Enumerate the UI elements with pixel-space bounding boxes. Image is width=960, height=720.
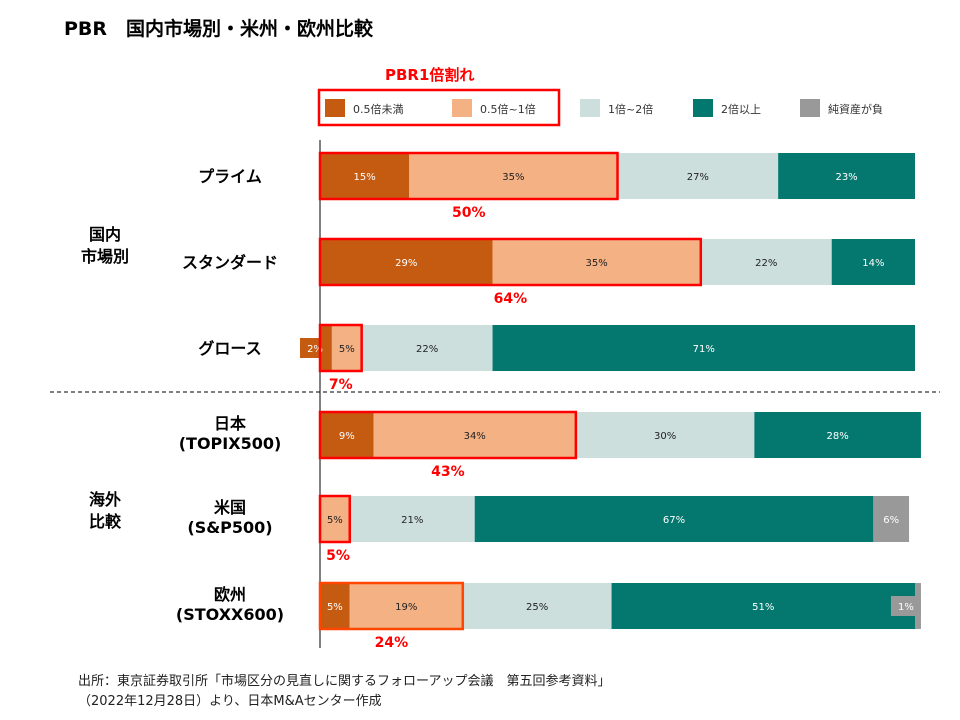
bar-segment bbox=[462, 583, 612, 629]
bar-label: 29% bbox=[395, 258, 417, 269]
chart-title: PBR 国内市場別・米州・欧州比較 bbox=[64, 18, 374, 40]
category-label: グロース bbox=[198, 339, 261, 358]
source-note-line1: 出所：東京証券取引所「市場区分の見直しに関するフォローアップ会議 第五回参考資料… bbox=[78, 674, 611, 689]
bar-label-box bbox=[300, 338, 330, 358]
group-label: 国内 bbox=[89, 225, 121, 244]
category-label: 欧州 bbox=[214, 585, 246, 604]
bar-label: 5% bbox=[339, 344, 355, 355]
bar-label: 22% bbox=[755, 258, 777, 269]
bar-label: 5% bbox=[327, 602, 343, 613]
bar-label-box bbox=[890, 596, 921, 616]
bar-segment bbox=[320, 496, 350, 542]
bar-segment bbox=[873, 496, 910, 542]
highlight-label: PBR1倍割れ bbox=[385, 66, 474, 84]
legend-label-2: 1倍~2倍 bbox=[608, 102, 653, 116]
bar-segment bbox=[474, 496, 874, 542]
legend-highlight-box bbox=[317, 88, 561, 127]
pbr-below-1-highlight bbox=[318, 237, 703, 287]
legend-label-4: 純資産が負 bbox=[828, 102, 883, 116]
legend-swatch-4 bbox=[800, 99, 820, 117]
bar-segment bbox=[617, 153, 779, 199]
bar-label: 21% bbox=[401, 515, 423, 526]
bar-label: 22% bbox=[416, 344, 438, 355]
bar-label: 23% bbox=[835, 172, 857, 183]
bar-segment bbox=[492, 239, 701, 285]
bar-label: 30% bbox=[654, 431, 676, 442]
legend-swatch-3 bbox=[693, 99, 713, 117]
category-label: (S&P500) bbox=[187, 518, 272, 537]
pbr-below-1-total: 7% bbox=[329, 377, 353, 393]
bar-segment bbox=[320, 583, 350, 629]
pbr-below-1-highlight bbox=[318, 410, 578, 460]
pbr-below-1-total: 43% bbox=[431, 464, 465, 480]
bar-label: 2% bbox=[307, 344, 323, 355]
bar-label: 25% bbox=[526, 602, 548, 613]
pbr-below-1-total: 24% bbox=[375, 635, 409, 651]
pbr-below-1-highlight bbox=[318, 323, 363, 373]
bar-label: 19% bbox=[395, 602, 417, 613]
legend-label-3: 2倍以上 bbox=[721, 102, 761, 116]
pbr-below-1-total: 50% bbox=[452, 205, 486, 221]
bar-segment bbox=[349, 583, 463, 629]
bar-segment bbox=[700, 239, 832, 285]
bar-label: 28% bbox=[827, 431, 849, 442]
category-label: プライム bbox=[198, 167, 262, 186]
bar-segment bbox=[331, 325, 362, 371]
bar-label: 15% bbox=[354, 172, 376, 183]
bar-label: 1% bbox=[898, 602, 914, 613]
bar-label: 71% bbox=[693, 344, 715, 355]
legend-label-1: 0.5倍~1倍 bbox=[480, 102, 536, 116]
pbr-below-1-total: 5% bbox=[326, 548, 350, 564]
legend-swatch-1 bbox=[452, 99, 472, 117]
pbr-below-1-highlight bbox=[318, 581, 465, 631]
bar-segment bbox=[831, 239, 915, 285]
bar-segment bbox=[492, 325, 915, 371]
bar-label: 51% bbox=[752, 602, 774, 613]
bar-segment bbox=[778, 153, 915, 199]
bar-label: 6% bbox=[883, 515, 899, 526]
legend-label-0: 0.5倍未満 bbox=[353, 102, 404, 116]
pbr-below-1-highlight bbox=[318, 494, 351, 544]
bar-segment bbox=[320, 153, 410, 199]
category-label: (STOXX600) bbox=[176, 605, 284, 624]
source-note-line2: （2022年12月28日）より、日本M&Aセンター作成 bbox=[78, 694, 382, 709]
bar-label: 9% bbox=[339, 431, 355, 442]
group-label: 市場別 bbox=[81, 247, 129, 266]
bar-segment bbox=[575, 412, 755, 458]
bar-segment bbox=[754, 412, 921, 458]
bar-segment bbox=[409, 153, 618, 199]
bar-label: 35% bbox=[502, 172, 524, 183]
bar-segment bbox=[611, 583, 915, 629]
category-label: スタンダード bbox=[182, 253, 278, 272]
category-label: 日本 bbox=[214, 414, 246, 433]
bar-segment bbox=[373, 412, 576, 458]
group-label: 海外 bbox=[89, 490, 121, 509]
category-label: 米国 bbox=[214, 498, 246, 517]
bar-segment bbox=[361, 325, 493, 371]
category-label: (TOPIX500) bbox=[179, 434, 282, 453]
pbr-below-1-highlight bbox=[318, 151, 619, 201]
bar-label: 27% bbox=[687, 172, 709, 183]
legend-swatch-0 bbox=[325, 99, 345, 117]
legend-swatch-2 bbox=[580, 99, 600, 117]
bar-label: 5% bbox=[327, 515, 343, 526]
pbr-below-1-total: 64% bbox=[494, 291, 528, 307]
bar-label: 35% bbox=[586, 258, 608, 269]
bar-label: 14% bbox=[862, 258, 884, 269]
bar-segment bbox=[320, 412, 374, 458]
bar-label: 67% bbox=[663, 515, 685, 526]
group-label: 比較 bbox=[89, 512, 122, 531]
bar-label: 34% bbox=[464, 431, 486, 442]
bar-segment bbox=[349, 496, 475, 542]
bar-segment bbox=[320, 239, 493, 285]
